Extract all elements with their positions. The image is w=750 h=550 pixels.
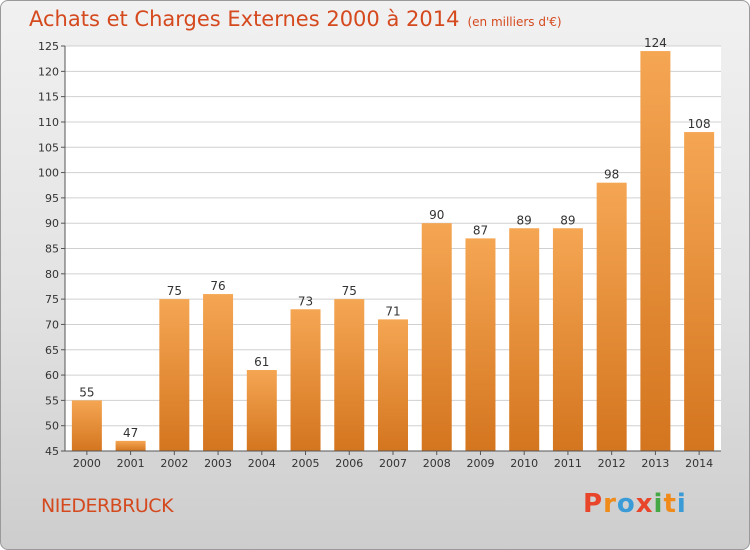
x-tick-label: 2001 bbox=[117, 457, 145, 470]
bar bbox=[71, 400, 102, 451]
data-label: 124 bbox=[644, 36, 667, 50]
x-tick-label: 2008 bbox=[423, 457, 451, 470]
y-tick-label: 70 bbox=[45, 318, 59, 331]
y-tick-label: 100 bbox=[38, 167, 59, 180]
bar bbox=[684, 132, 715, 451]
logo-letter: i bbox=[676, 489, 687, 519]
data-label: 89 bbox=[560, 213, 575, 227]
chart-title: Achats et Charges Externes 2000 à 2014 bbox=[29, 7, 460, 31]
x-tick-label: 2012 bbox=[598, 457, 626, 470]
bar bbox=[465, 238, 496, 451]
data-label: 71 bbox=[385, 304, 400, 318]
x-tick-label: 2009 bbox=[466, 457, 494, 470]
bar bbox=[552, 228, 583, 451]
y-tick-label: 120 bbox=[38, 65, 59, 78]
y-tick-label: 55 bbox=[45, 394, 59, 407]
data-label: 61 bbox=[254, 355, 269, 369]
x-tick-label: 2003 bbox=[204, 457, 232, 470]
y-tick-label: 60 bbox=[45, 369, 59, 382]
data-label: 108 bbox=[688, 117, 711, 131]
data-label: 98 bbox=[604, 168, 619, 182]
bar bbox=[290, 309, 321, 451]
data-label: 55 bbox=[79, 385, 94, 399]
x-tick-label: 2011 bbox=[554, 457, 582, 470]
data-label: 90 bbox=[429, 208, 444, 222]
bar bbox=[334, 299, 365, 451]
chart-title-block: Achats et Charges Externes 2000 à 2014 (e… bbox=[29, 7, 562, 31]
data-label: 89 bbox=[517, 213, 532, 227]
x-tick-label: 2006 bbox=[335, 457, 363, 470]
y-tick-label: 125 bbox=[38, 40, 59, 53]
x-tick-label: 2013 bbox=[641, 457, 669, 470]
x-tick-label: 2010 bbox=[510, 457, 538, 470]
bar bbox=[159, 299, 190, 451]
x-tick-label: 2002 bbox=[160, 457, 188, 470]
y-tick-label: 45 bbox=[45, 445, 59, 458]
data-label: 76 bbox=[210, 279, 225, 293]
town-name: NIEDERBRUCK bbox=[41, 495, 174, 517]
bar bbox=[509, 228, 540, 451]
x-tick-label: 2005 bbox=[292, 457, 320, 470]
x-tick-label: 2004 bbox=[248, 457, 276, 470]
bar bbox=[246, 370, 277, 451]
data-label: 75 bbox=[342, 284, 357, 298]
x-tick-label: 2007 bbox=[379, 457, 407, 470]
data-labels: 55 47 75 76 61 73 75 71 90 87 89 89 98 124 108 bbox=[79, 36, 710, 440]
bar bbox=[378, 319, 408, 451]
bars bbox=[71, 51, 715, 451]
y-tick-label: 85 bbox=[45, 243, 59, 256]
bar bbox=[203, 294, 234, 451]
data-label: 47 bbox=[123, 426, 138, 440]
chart-unit-note: (en milliers d'€) bbox=[467, 15, 562, 29]
y-axis-ticks: 45 50 55 60 65 70 75 80 85 90 95 100 105 110 115 120 125 bbox=[38, 40, 65, 458]
logo-letter: x bbox=[635, 489, 654, 519]
y-tick-label: 90 bbox=[45, 217, 59, 230]
y-tick-label: 65 bbox=[45, 344, 59, 357]
bar bbox=[115, 440, 146, 451]
data-label: 75 bbox=[167, 284, 182, 298]
y-tick-label: 95 bbox=[45, 192, 59, 205]
bar bbox=[640, 51, 671, 451]
logo-letter: t bbox=[663, 489, 677, 519]
x-axis-ticks: 2000 2001 2002 2003 2004 2005 2006 2007 2008 2009… bbox=[73, 451, 713, 470]
data-label: 87 bbox=[473, 223, 488, 237]
logo-letter: o bbox=[616, 489, 636, 519]
logo-letter: r bbox=[603, 489, 617, 519]
x-tick-label: 2014 bbox=[685, 457, 713, 470]
logo-letter: P bbox=[583, 489, 604, 519]
y-tick-label: 80 bbox=[45, 268, 59, 281]
y-tick-label: 75 bbox=[45, 293, 59, 306]
y-tick-label: 105 bbox=[38, 141, 59, 154]
y-tick-label: 50 bbox=[45, 420, 59, 433]
bar bbox=[596, 182, 627, 451]
y-tick-label: 110 bbox=[38, 116, 59, 129]
logo-letter: i bbox=[653, 489, 664, 519]
proxiti-logo: Proxiti bbox=[583, 489, 687, 519]
y-tick-label: 115 bbox=[38, 91, 59, 104]
bar bbox=[421, 223, 452, 451]
data-label: 73 bbox=[298, 294, 313, 308]
x-tick-label: 2000 bbox=[73, 457, 101, 470]
